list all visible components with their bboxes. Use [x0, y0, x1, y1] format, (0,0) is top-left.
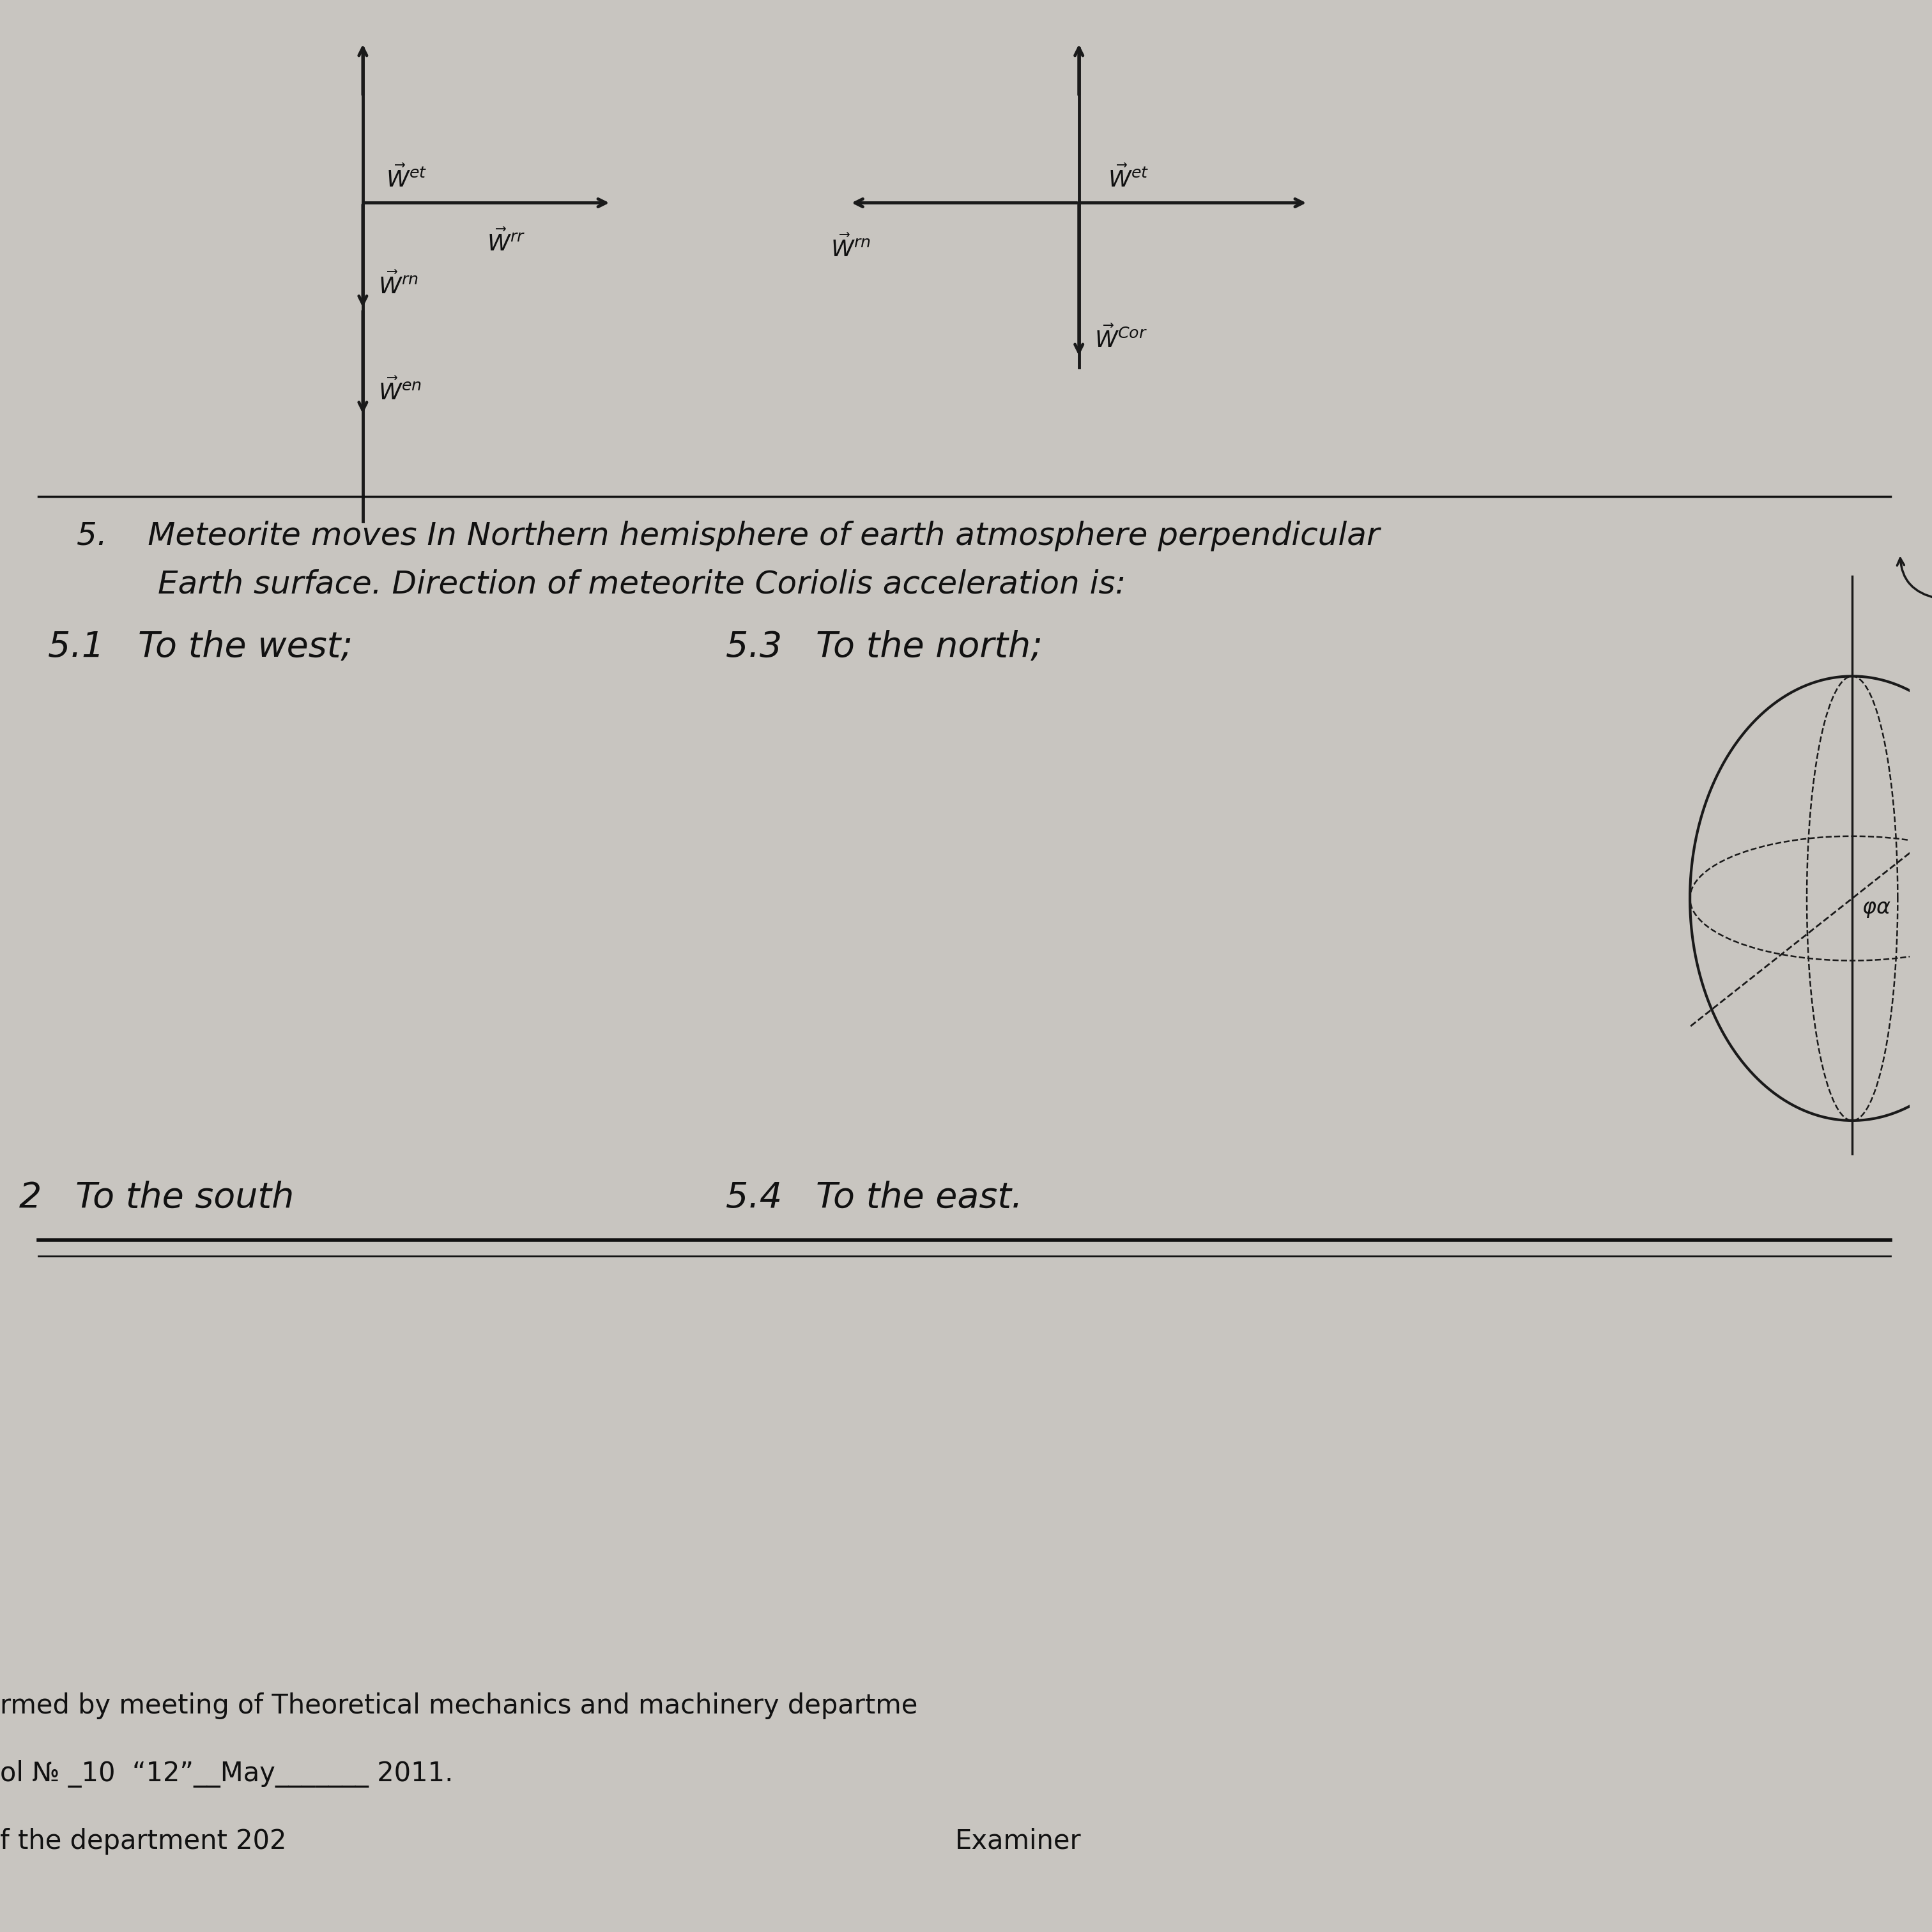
Text: 5.    Meteorite moves In Northern hemisphere of earth atmosphere perpendicular: 5. Meteorite moves In Northern hemispher… [77, 520, 1379, 551]
Text: $\vec{W}^{rr}$: $\vec{W}^{rr}$ [487, 228, 526, 255]
Text: ol № _10  “12”__May_______ 2011.: ol № _10 “12”__May_______ 2011. [0, 1760, 454, 1787]
Text: 5.3   To the north;: 5.3 To the north; [726, 630, 1043, 665]
Text: $\varphi\alpha$: $\varphi\alpha$ [1862, 898, 1891, 920]
Text: rmed by meeting of Theoretical mechanics and machinery departme: rmed by meeting of Theoretical mechanics… [0, 1692, 918, 1719]
Text: $\vec{W}^{Cor}$: $\vec{W}^{Cor}$ [1094, 325, 1148, 352]
Text: Earth surface. Direction of meteorite Coriolis acceleration is:: Earth surface. Direction of meteorite Co… [77, 568, 1126, 599]
Text: $\vec{W}^{et}$: $\vec{W}^{et}$ [386, 164, 427, 191]
Text: $\vec{W}^{et}$: $\vec{W}^{et}$ [1107, 164, 1150, 191]
Text: 2   To the south: 2 To the south [19, 1180, 294, 1215]
Text: $\vec{W}^{en}$: $\vec{W}^{en}$ [379, 377, 421, 404]
Text: $\vec{W}^{rn}$: $\vec{W}^{rn}$ [831, 234, 871, 261]
Text: Examiner: Examiner [954, 1828, 1082, 1855]
Text: 5.1   To the west;: 5.1 To the west; [48, 630, 352, 665]
Text: f the department 202: f the department 202 [0, 1828, 286, 1855]
Text: $\vec{W}^{rn}$: $\vec{W}^{rn}$ [379, 270, 417, 298]
Text: 5.4   To the east.: 5.4 To the east. [726, 1180, 1022, 1215]
